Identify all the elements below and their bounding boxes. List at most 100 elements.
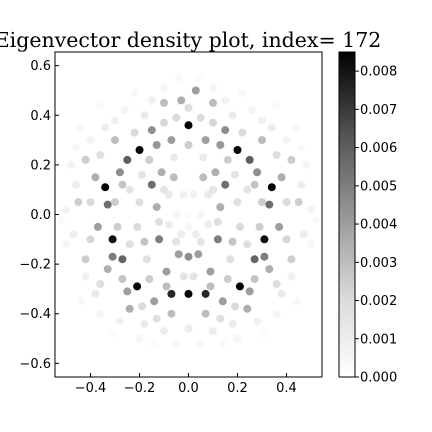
y-tick-label: 0.4 xyxy=(30,109,51,124)
colorbar-tick-label: 0.007 xyxy=(360,103,397,118)
data-point xyxy=(277,173,286,182)
data-point xyxy=(174,74,183,82)
data-point xyxy=(71,143,80,152)
data-point xyxy=(164,190,173,199)
data-point xyxy=(204,220,213,229)
data-point xyxy=(211,168,220,177)
data-point xyxy=(194,250,203,259)
data-point xyxy=(140,319,149,328)
data-point xyxy=(111,198,119,207)
data-point xyxy=(103,265,112,274)
data-point xyxy=(297,143,306,152)
data-point xyxy=(86,198,95,207)
data-point xyxy=(123,155,132,164)
y-tick-label: −0.4 xyxy=(19,307,51,322)
data-point xyxy=(118,275,127,283)
data-point xyxy=(201,136,210,145)
data-point xyxy=(272,151,281,159)
data-point xyxy=(120,106,129,115)
data-point xyxy=(76,123,85,132)
data-point xyxy=(311,215,320,224)
data-point xyxy=(250,275,259,283)
data-point xyxy=(81,255,90,264)
x-tick-label: 0.4 xyxy=(276,381,297,396)
data-point xyxy=(199,153,208,162)
data-point xyxy=(172,237,181,246)
points-layer xyxy=(57,74,320,348)
data-point xyxy=(265,200,274,209)
data-point xyxy=(267,183,276,192)
data-point xyxy=(101,123,110,132)
data-point xyxy=(125,185,134,194)
data-point xyxy=(235,222,244,231)
data-point xyxy=(258,136,266,145)
colorbar-tick-label: 0.004 xyxy=(360,218,397,233)
data-point xyxy=(277,289,286,298)
data-point xyxy=(297,180,306,189)
data-point xyxy=(184,121,193,130)
data-point xyxy=(260,235,269,244)
data-point xyxy=(209,185,217,194)
y-tick-label: −0.2 xyxy=(19,258,51,273)
data-point xyxy=(292,297,301,306)
data-point xyxy=(272,280,281,288)
data-point xyxy=(145,155,154,164)
data-point xyxy=(162,282,171,291)
data-point xyxy=(248,106,257,115)
data-point xyxy=(287,272,296,281)
data-point xyxy=(282,136,291,145)
data-point xyxy=(140,111,149,120)
colorbar: 0.000 0.001 0.002 0.003 0.004 0.005 0.006 0.007… xyxy=(338,51,397,386)
data-point xyxy=(150,297,159,306)
data-point xyxy=(152,141,161,149)
data-point xyxy=(204,190,213,199)
data-point xyxy=(243,240,252,249)
data-point xyxy=(160,118,168,127)
data-point xyxy=(299,230,308,239)
data-point xyxy=(96,101,105,110)
y-tick-label: 0.2 xyxy=(30,158,51,173)
data-point xyxy=(238,88,247,97)
data-point xyxy=(179,190,188,199)
data-point xyxy=(160,327,168,336)
data-point xyxy=(184,252,193,261)
chart-title: Eigenvector density plot, index= 172 xyxy=(0,28,381,52)
data-point xyxy=(209,327,217,336)
data-point xyxy=(255,222,264,231)
x-axis: −0.4 −0.2 0.0 0.2 0.4 xyxy=(75,373,297,396)
data-point xyxy=(118,180,127,189)
plot-area: −0.4 −0.2 0.0 0.2 0.4 −0.6 −0.4 −0.2 0.0 0.2 0.4 0… xyxy=(19,51,323,396)
data-point xyxy=(96,280,105,288)
data-point xyxy=(287,155,296,164)
y-axis: −0.6 −0.4 −0.2 0.0 0.2 0.4 0.6 xyxy=(19,59,59,372)
data-point xyxy=(108,252,117,261)
data-point xyxy=(147,180,156,189)
data-point xyxy=(160,84,168,92)
data-point xyxy=(91,289,100,298)
data-point xyxy=(260,252,269,261)
data-point xyxy=(209,98,217,107)
colorbar-tick-label: 0.003 xyxy=(360,256,397,271)
y-tick-label: −0.6 xyxy=(19,357,51,372)
colorbar-tick-label: 0.000 xyxy=(360,371,397,386)
data-point xyxy=(272,309,281,318)
data-point xyxy=(184,324,193,333)
data-point xyxy=(172,210,181,219)
data-point xyxy=(167,309,176,318)
data-point xyxy=(179,272,188,281)
data-point xyxy=(155,217,164,226)
data-point xyxy=(108,329,117,338)
data-point xyxy=(138,302,146,311)
data-point xyxy=(209,118,217,127)
data-point xyxy=(184,289,193,298)
data-point xyxy=(231,170,239,179)
data-point xyxy=(111,116,119,125)
data-point xyxy=(169,173,178,182)
data-point xyxy=(169,153,178,162)
data-point xyxy=(172,113,181,122)
data-point xyxy=(196,339,205,348)
data-point xyxy=(191,230,200,239)
data-point xyxy=(206,267,215,276)
data-point xyxy=(101,183,110,192)
